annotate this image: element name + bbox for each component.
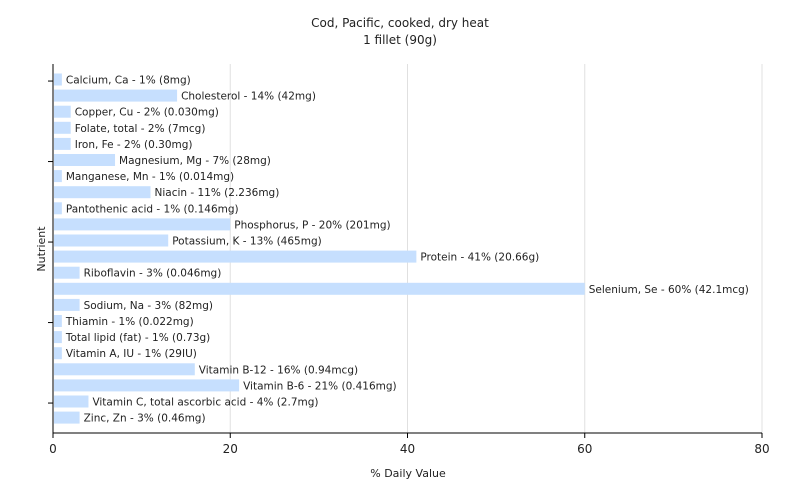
- bar-label: Protein - 41% (20.66g): [420, 252, 539, 264]
- bar: [54, 363, 195, 376]
- bar: [54, 170, 62, 183]
- x-axis-title: % Daily Value: [370, 467, 446, 480]
- bar-label: Zinc, Zn - 3% (0.46mg): [84, 413, 206, 425]
- bar: [54, 347, 62, 360]
- y-axis-ticks: [48, 80, 53, 404]
- bar: [54, 315, 62, 327]
- bar: [54, 266, 80, 279]
- bar: [54, 379, 240, 392]
- bar: [54, 202, 62, 215]
- bar-label: Cholesterol - 14% (42mg): [181, 91, 316, 103]
- bar-label: Riboflavin - 3% (0.046mg): [84, 268, 222, 280]
- bar-label: Niacin - 11% (2.236mg): [154, 187, 279, 199]
- bar: [54, 411, 80, 424]
- bar: [54, 137, 71, 150]
- bar: [54, 121, 71, 134]
- bar: [54, 331, 62, 344]
- bar: [54, 154, 116, 166]
- bar-label: Folate, total - 2% (7mcg): [75, 123, 206, 135]
- x-tick-label: 60: [577, 442, 592, 456]
- bar: [54, 282, 585, 295]
- bar: [54, 395, 89, 408]
- bar: [54, 186, 151, 199]
- bar: [54, 234, 169, 247]
- bar-label: Manganese, Mn - 1% (0.014mg): [66, 171, 234, 183]
- bar: [54, 250, 417, 263]
- bar: [54, 298, 80, 311]
- bar-label: Vitamin B-12 - 16% (0.94mcg): [199, 364, 358, 376]
- bar-label: Vitamin B-6 - 21% (0.416mg): [243, 380, 397, 392]
- bar-label: Calcium, Ca - 1% (8mg): [66, 75, 191, 87]
- bar: [54, 218, 231, 231]
- bar-label: Copper, Cu - 2% (0.030mg): [75, 107, 219, 119]
- bar-label: Magnesium, Mg - 7% (28mg): [119, 155, 271, 167]
- bar: [54, 73, 62, 86]
- bar-label: Selenium, Se - 60% (42.1mcg): [589, 284, 749, 296]
- bar-label: Pantothenic acid - 1% (0.146mg): [66, 203, 239, 215]
- bar: [54, 105, 71, 118]
- bars: [54, 73, 585, 424]
- bar-label: Potassium, K - 13% (465mg): [172, 236, 322, 248]
- chart-title: Cod, Pacific, cooked, dry heat: [311, 16, 489, 30]
- bar: [54, 89, 178, 102]
- x-tick-label: 40: [400, 442, 415, 456]
- bar-label: Sodium, Na - 3% (82mg): [84, 300, 213, 312]
- bar-label: Total lipid (fat) - 1% (0.73g): [65, 332, 210, 344]
- y-axis-title: Nutrient: [35, 226, 48, 272]
- bar-label: Thiamin - 1% (0.022mg): [65, 316, 194, 328]
- x-tick-label: 0: [49, 442, 57, 456]
- x-axis-ticks: 0 20 40 60 80: [49, 433, 770, 456]
- x-tick-label: 80: [754, 442, 769, 456]
- chart-subtitle: 1 fillet (90g): [363, 33, 437, 47]
- x-tick-label: 20: [223, 442, 238, 456]
- gridlines: [229, 64, 763, 433]
- bar-labels: Calcium, Ca - 1% (8mg) Cholesterol - 14% …: [65, 75, 749, 425]
- bar-label: Vitamin C, total ascorbic acid - 4% (2.7…: [92, 397, 318, 409]
- bar-label: Phosphorus, P - 20% (201mg): [234, 219, 390, 231]
- bar-label: Iron, Fe - 2% (0.30mg): [75, 139, 193, 151]
- bar-label: Vitamin A, IU - 1% (29IU): [66, 348, 197, 360]
